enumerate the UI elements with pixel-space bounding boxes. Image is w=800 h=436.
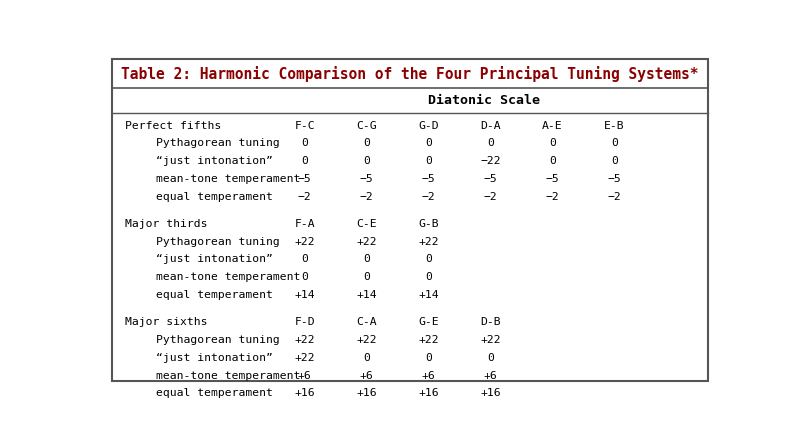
Text: G-E: G-E [418, 317, 439, 327]
Text: +16: +16 [294, 388, 315, 399]
Text: +22: +22 [294, 237, 315, 247]
Text: 0: 0 [301, 156, 308, 166]
Text: +16: +16 [480, 388, 501, 399]
Text: Diatonic Scale: Diatonic Scale [429, 95, 541, 108]
Text: +22: +22 [356, 237, 377, 247]
Text: +16: +16 [356, 388, 377, 399]
Text: −2: −2 [298, 192, 311, 202]
Text: “just intonation”: “just intonation” [156, 156, 273, 166]
Text: “just intonation”: “just intonation” [156, 255, 273, 265]
Text: 0: 0 [363, 255, 370, 265]
Text: −2: −2 [360, 192, 374, 202]
Text: F-C: F-C [294, 120, 315, 130]
Text: equal temperament: equal temperament [156, 192, 273, 202]
Text: +22: +22 [418, 335, 439, 345]
Text: +22: +22 [356, 335, 377, 345]
Text: 0: 0 [425, 272, 432, 282]
Text: Major sixths: Major sixths [125, 317, 207, 327]
Text: −5: −5 [546, 174, 559, 184]
Text: Pythagorean tuning: Pythagorean tuning [156, 335, 279, 345]
Text: +16: +16 [418, 388, 439, 399]
Text: equal temperament: equal temperament [156, 290, 273, 300]
Text: mean-tone temperament: mean-tone temperament [156, 371, 300, 381]
Text: mean-tone temperament: mean-tone temperament [156, 174, 300, 184]
Text: 0: 0 [425, 353, 432, 363]
Text: F-D: F-D [294, 317, 315, 327]
Text: 0: 0 [549, 138, 556, 148]
Text: +22: +22 [480, 335, 501, 345]
Text: 0: 0 [487, 353, 494, 363]
Text: +6: +6 [422, 371, 435, 381]
Text: 0: 0 [425, 255, 432, 265]
Text: +22: +22 [418, 237, 439, 247]
Text: +14: +14 [356, 290, 377, 300]
FancyBboxPatch shape [112, 59, 708, 382]
Text: equal temperament: equal temperament [156, 388, 273, 399]
Text: F-A: F-A [294, 219, 315, 229]
Text: −22: −22 [480, 156, 501, 166]
Text: +6: +6 [360, 371, 374, 381]
Text: Perfect fifths: Perfect fifths [125, 120, 221, 130]
Text: 0: 0 [611, 138, 618, 148]
Text: 0: 0 [549, 156, 556, 166]
Text: 0: 0 [363, 156, 370, 166]
Text: 0: 0 [363, 272, 370, 282]
Text: +6: +6 [484, 371, 498, 381]
Text: +6: +6 [298, 371, 311, 381]
Text: −5: −5 [484, 174, 498, 184]
Text: −2: −2 [484, 192, 498, 202]
Text: 0: 0 [301, 138, 308, 148]
Text: +14: +14 [418, 290, 439, 300]
Text: C-E: C-E [356, 219, 377, 229]
Text: 0: 0 [611, 156, 618, 166]
Text: −5: −5 [422, 174, 435, 184]
Text: mean-tone temperament: mean-tone temperament [156, 272, 300, 282]
Text: Table 2: Harmonic Comparison of the Four Principal Tuning Systems*: Table 2: Harmonic Comparison of the Four… [122, 66, 698, 82]
Text: 0: 0 [301, 272, 308, 282]
Text: G-B: G-B [418, 219, 439, 229]
Text: 0: 0 [425, 156, 432, 166]
Text: 0: 0 [363, 353, 370, 363]
Text: +22: +22 [294, 335, 315, 345]
Text: Pythagorean tuning: Pythagorean tuning [156, 138, 279, 148]
Text: G-D: G-D [418, 120, 439, 130]
Text: 0: 0 [487, 138, 494, 148]
Text: “just intonation”: “just intonation” [156, 353, 273, 363]
Text: −2: −2 [546, 192, 559, 202]
Text: −2: −2 [422, 192, 435, 202]
Text: +14: +14 [294, 290, 315, 300]
Text: −5: −5 [360, 174, 374, 184]
Text: 0: 0 [301, 255, 308, 265]
Text: Pythagorean tuning: Pythagorean tuning [156, 237, 279, 247]
Text: 0: 0 [363, 138, 370, 148]
Text: 0: 0 [425, 138, 432, 148]
Text: D-B: D-B [480, 317, 501, 327]
Text: E-B: E-B [604, 120, 625, 130]
Text: −2: −2 [608, 192, 622, 202]
Text: +22: +22 [294, 353, 315, 363]
Text: −5: −5 [298, 174, 311, 184]
Text: C-G: C-G [356, 120, 377, 130]
Text: −5: −5 [608, 174, 622, 184]
Text: D-A: D-A [480, 120, 501, 130]
Text: C-A: C-A [356, 317, 377, 327]
Text: A-E: A-E [542, 120, 563, 130]
Text: Major thirds: Major thirds [125, 219, 207, 229]
